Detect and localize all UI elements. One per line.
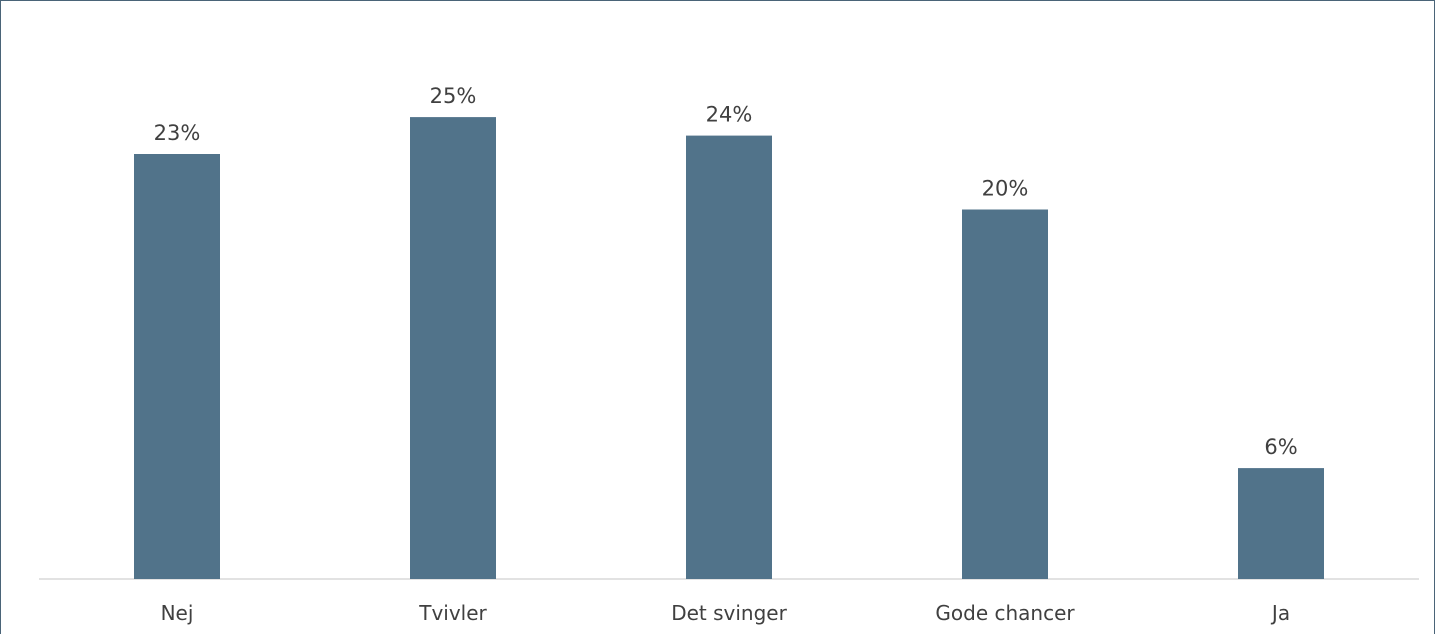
bar-gode-chancer	[962, 209, 1048, 579]
data-label: 23%	[154, 121, 201, 145]
bar-det-svinger	[686, 135, 772, 579]
category-label: Tvivler	[418, 601, 487, 625]
data-label: 24%	[706, 103, 753, 127]
category-labels-group: Nej Tvivler Det svinger Gode chancer Ja	[161, 601, 1290, 625]
data-label: 6%	[1264, 435, 1297, 459]
bar-tvivler	[410, 117, 496, 579]
bar-ja	[1238, 468, 1324, 579]
category-label: Gode chancer	[935, 601, 1075, 625]
category-label: Nej	[161, 601, 194, 625]
data-label: 25%	[430, 84, 477, 108]
data-label: 20%	[982, 177, 1029, 201]
category-label: Ja	[1270, 601, 1290, 625]
bars-group	[134, 117, 1324, 579]
data-labels-group: 23% 25% 24% 20% 6%	[154, 84, 1298, 459]
bar-nej	[134, 154, 220, 579]
category-label: Det svinger	[671, 601, 787, 625]
